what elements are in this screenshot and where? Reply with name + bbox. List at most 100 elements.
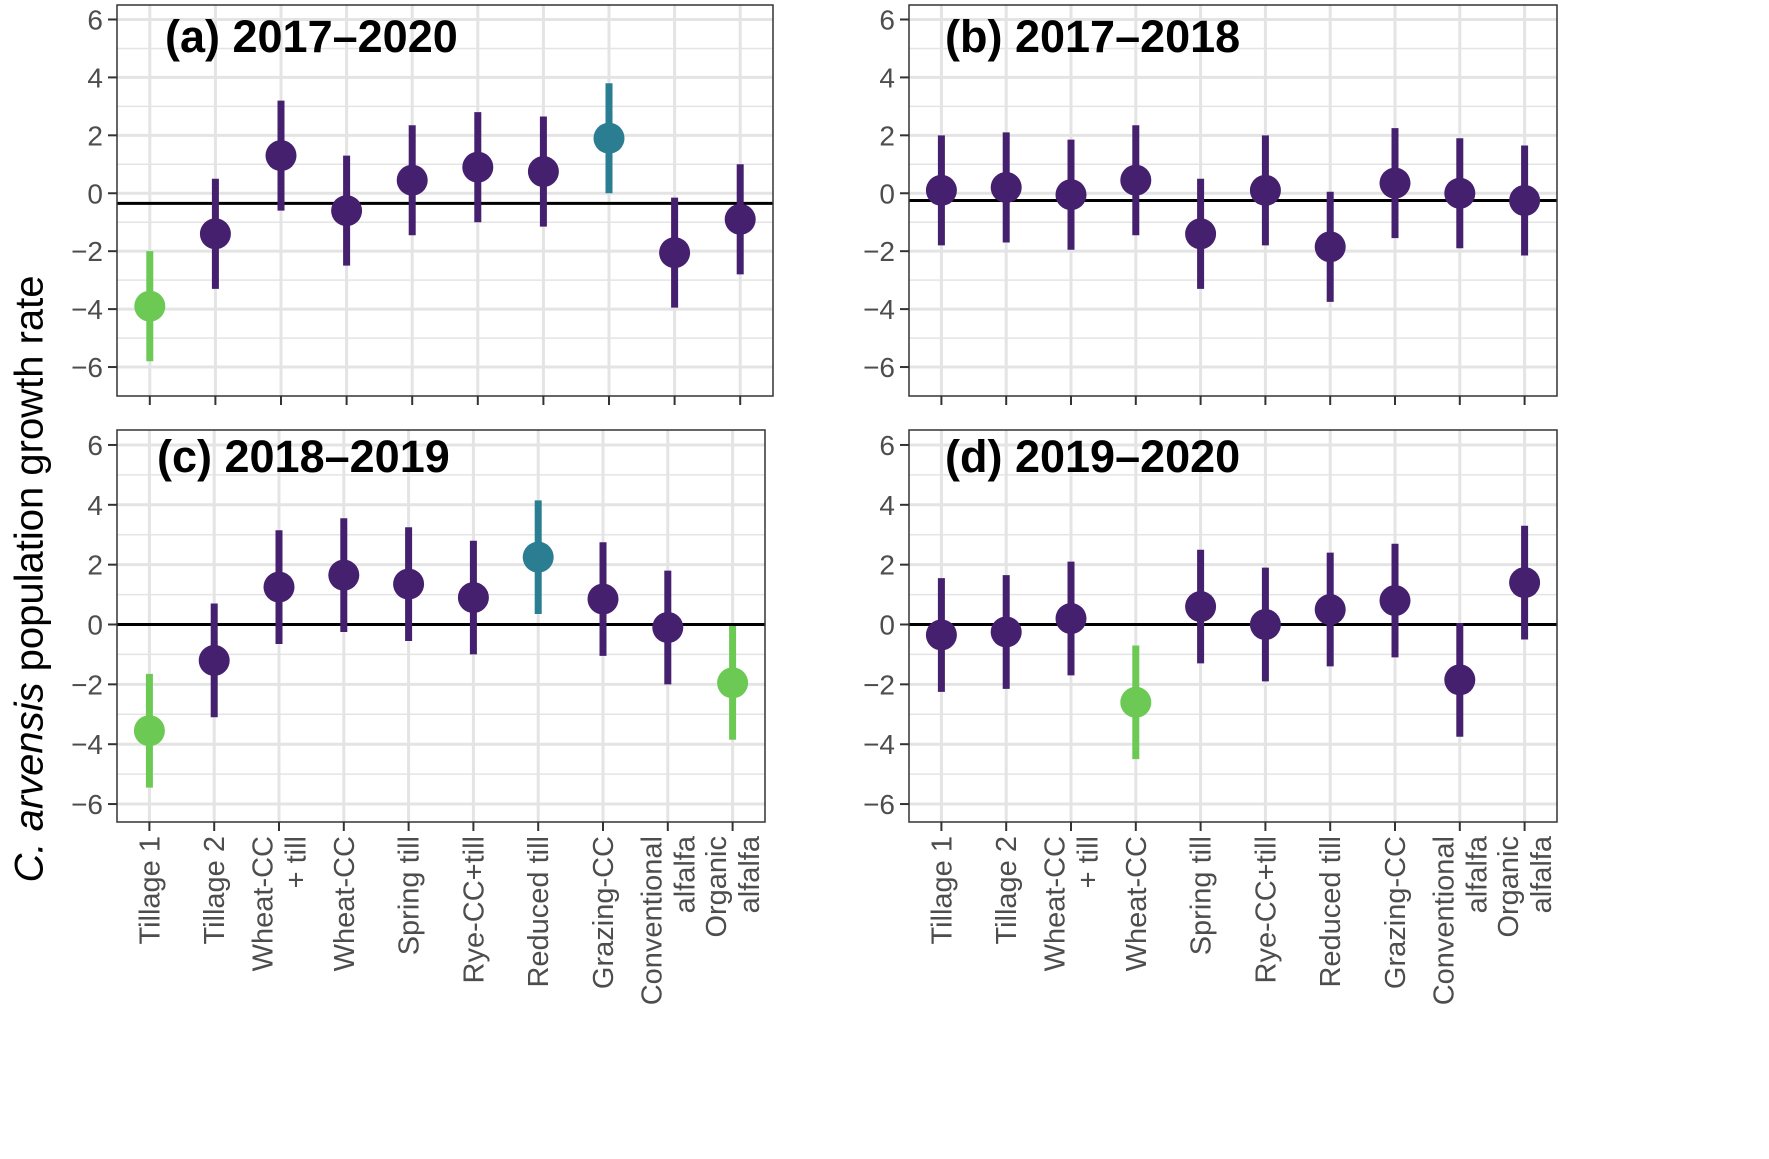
data-point — [1055, 179, 1087, 211]
y-tick-label: 4 — [879, 62, 895, 93]
x-tick-label: Spring till — [394, 836, 426, 955]
y-tick-label: 6 — [879, 4, 895, 35]
y-tick-label: 0 — [879, 178, 895, 209]
data-point — [265, 140, 297, 172]
x-tick-label: Rye-CC+till — [1250, 836, 1282, 983]
y-tick-label: −6 — [71, 789, 103, 820]
data-point — [199, 218, 231, 250]
panel-title: (c) 2018–2019 — [157, 431, 450, 482]
panel-title: (d) 2019–2020 — [945, 431, 1240, 482]
data-point — [925, 174, 957, 206]
y-tick-label: 4 — [879, 490, 895, 521]
y-tick-label: −4 — [863, 729, 895, 760]
panel-background — [117, 5, 773, 396]
data-point — [393, 568, 425, 600]
data-point — [331, 195, 363, 227]
y-tick-label: −4 — [863, 294, 895, 325]
panel-b: −6 −4 −2 0 2 4 6 (b) 2017–2018 — [863, 4, 1558, 405]
x-tick-label: + till — [1073, 836, 1105, 888]
x-tick-label: Wheat-CC — [329, 836, 361, 971]
x-tick-label: Spring till — [1186, 836, 1218, 955]
data-point — [1185, 218, 1217, 250]
y-tick-label: 4 — [87, 62, 103, 93]
data-point — [1249, 174, 1281, 206]
data-point — [462, 151, 494, 183]
data-point — [1379, 585, 1411, 617]
x-tick-label: Organic — [701, 836, 733, 938]
x-tick-label: Wheat-CC — [248, 836, 280, 971]
panel-title: (b) 2017–2018 — [945, 11, 1240, 62]
data-point — [587, 583, 619, 615]
y-tick-label: 6 — [87, 430, 103, 461]
data-point — [133, 715, 165, 747]
y-tick-label: 0 — [87, 178, 103, 209]
y-tick-label: −6 — [863, 352, 895, 383]
panel-frame — [908, 4, 1558, 397]
data-point — [522, 541, 554, 573]
data-point — [990, 171, 1022, 203]
x-tick-label: Reduced till — [1315, 836, 1347, 988]
data-point — [1120, 686, 1152, 718]
y-tick-label: 2 — [879, 120, 895, 151]
panel-frame — [908, 429, 1558, 823]
data-point — [198, 644, 230, 676]
data-point — [527, 156, 559, 188]
x-tick-label: Rye-CC+till — [458, 836, 490, 983]
data-point — [396, 164, 428, 196]
x-tick-label: Grazing-CC — [588, 836, 620, 989]
data-point — [263, 571, 295, 603]
y-tick-label: 6 — [879, 430, 895, 461]
x-tick-label: Wheat-CC — [1121, 836, 1153, 971]
x-tick-label: Reduced till — [523, 836, 555, 988]
data-point — [1509, 567, 1541, 599]
x-tick-label: Tillage 2 — [199, 836, 231, 945]
panel-frame — [116, 429, 766, 823]
y-tick-label: 2 — [87, 120, 103, 151]
x-tick-label: alfalfa — [1461, 835, 1493, 913]
panel-title: (a) 2017–2020 — [165, 11, 458, 62]
data-point — [652, 611, 684, 643]
data-point — [457, 582, 489, 614]
y-tick-label: −2 — [863, 236, 895, 267]
x-tick-label: Conventional — [636, 836, 668, 1005]
y-tick-label: 2 — [879, 550, 895, 581]
y-tick-label: −6 — [71, 352, 103, 383]
y-tick-label: −4 — [71, 729, 103, 760]
data-point — [1444, 664, 1476, 696]
y-tick-label: −4 — [71, 294, 103, 325]
y-tick-label: 2 — [87, 550, 103, 581]
data-point — [593, 122, 625, 154]
y-tick-label: 0 — [87, 610, 103, 641]
x-tick-label: + till — [281, 836, 313, 888]
data-point — [328, 559, 360, 591]
panel-a: −6 −4 −2 0 2 4 6 (a) 2017–2020 — [71, 4, 774, 405]
x-tick-label: alfalfa — [669, 835, 701, 913]
data-point — [724, 203, 756, 235]
y-tick-label: −2 — [71, 669, 103, 700]
data-point — [1444, 177, 1476, 209]
y-tick-label: −2 — [863, 669, 895, 700]
x-tick-label: Grazing-CC — [1380, 836, 1412, 989]
data-point — [1314, 594, 1346, 626]
y-tick-label: 0 — [879, 610, 895, 641]
panel-d: −6 −4 −2 0 2 4 6 Tillage 1 Tillage 2 Wheat-CC + ti… — [863, 429, 1558, 1005]
data-point — [990, 616, 1022, 648]
y-tick-label: 6 — [87, 4, 103, 35]
x-tick-label: Tillage 1 — [926, 836, 958, 945]
x-tick-label: Organic — [1493, 836, 1525, 938]
x-tick-label: alfalfa — [734, 835, 766, 913]
data-point — [1185, 591, 1217, 623]
x-tick-label: Conventional — [1428, 836, 1460, 1005]
y-tick-label: −6 — [863, 789, 895, 820]
x-tick-label: alfalfa — [1526, 835, 1558, 913]
x-tick-label: Tillage 2 — [991, 836, 1023, 945]
data-point — [925, 619, 957, 651]
data-point — [134, 290, 166, 322]
data-point — [1379, 167, 1411, 199]
data-point — [1314, 231, 1346, 263]
data-point — [1249, 609, 1281, 641]
data-point — [1120, 164, 1152, 196]
data-point — [717, 667, 749, 699]
